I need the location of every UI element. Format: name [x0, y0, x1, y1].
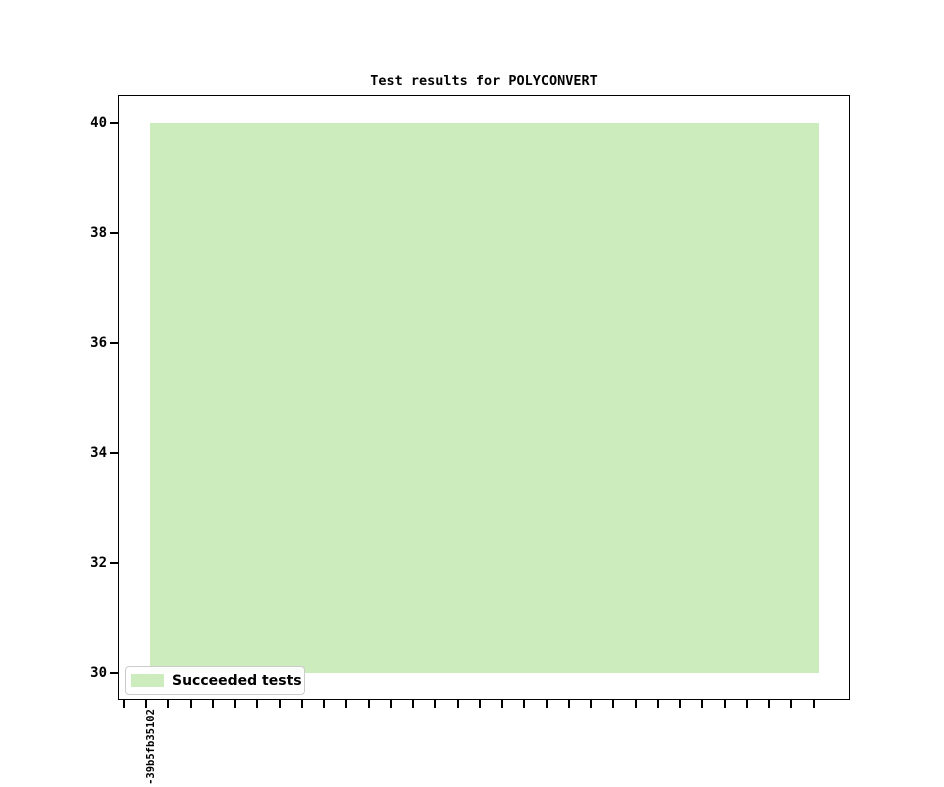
y-tick-label: 36	[90, 334, 107, 351]
x-tick-mark	[278, 700, 281, 708]
x-tick-mark	[345, 700, 348, 708]
legend-label-succeeded: Succeeded tests	[172, 672, 302, 689]
y-tick-mark	[110, 451, 118, 454]
x-tick-mark	[456, 700, 459, 708]
x-tick-mark	[189, 700, 192, 708]
x-tick-mark	[167, 700, 170, 708]
x-tick-mark	[745, 700, 748, 708]
x-tick-mark	[567, 700, 570, 708]
x-tick-mark	[590, 700, 593, 708]
x-tick-mark	[367, 700, 370, 708]
succeeded-tests-bar	[150, 122, 819, 673]
x-tick-label: -39b5fb35102	[145, 709, 157, 785]
x-tick-mark	[412, 700, 415, 708]
legend-swatch-succeeded	[131, 674, 164, 687]
x-tick-mark	[812, 700, 815, 708]
y-tick-label: 32	[90, 554, 107, 571]
plot-area	[118, 95, 850, 700]
y-tick-label: 38	[90, 224, 107, 241]
y-tick-mark	[110, 561, 118, 564]
x-tick-mark	[523, 700, 526, 708]
x-tick-mark	[145, 700, 148, 708]
x-tick-mark	[701, 700, 704, 708]
x-tick-mark	[768, 700, 771, 708]
y-tick-label: 34	[90, 444, 107, 461]
y-tick-mark	[110, 671, 118, 674]
x-tick-mark	[545, 700, 548, 708]
x-tick-mark	[434, 700, 437, 708]
x-tick-mark	[634, 700, 637, 708]
y-tick-label: 30	[90, 664, 107, 681]
x-tick-mark	[300, 700, 303, 708]
x-tick-mark	[612, 700, 615, 708]
x-tick-mark	[123, 700, 125, 708]
x-tick-mark	[323, 700, 326, 708]
x-tick-mark	[256, 700, 259, 708]
x-tick-mark	[478, 700, 481, 708]
legend: Succeeded tests	[125, 666, 305, 695]
chart-title: Test results for POLYCONVERT	[370, 73, 598, 89]
x-tick-mark	[211, 700, 214, 708]
x-tick-mark	[501, 700, 504, 708]
y-tick-label: 40	[90, 114, 107, 131]
x-tick-mark	[790, 700, 793, 708]
y-tick-mark	[110, 341, 118, 344]
x-tick-mark	[234, 700, 237, 708]
x-tick-mark	[679, 700, 682, 708]
y-tick-mark	[110, 231, 118, 234]
x-tick-mark	[723, 700, 726, 708]
x-tick-mark	[656, 700, 659, 708]
x-tick-mark	[389, 700, 392, 708]
y-tick-mark	[110, 121, 118, 124]
